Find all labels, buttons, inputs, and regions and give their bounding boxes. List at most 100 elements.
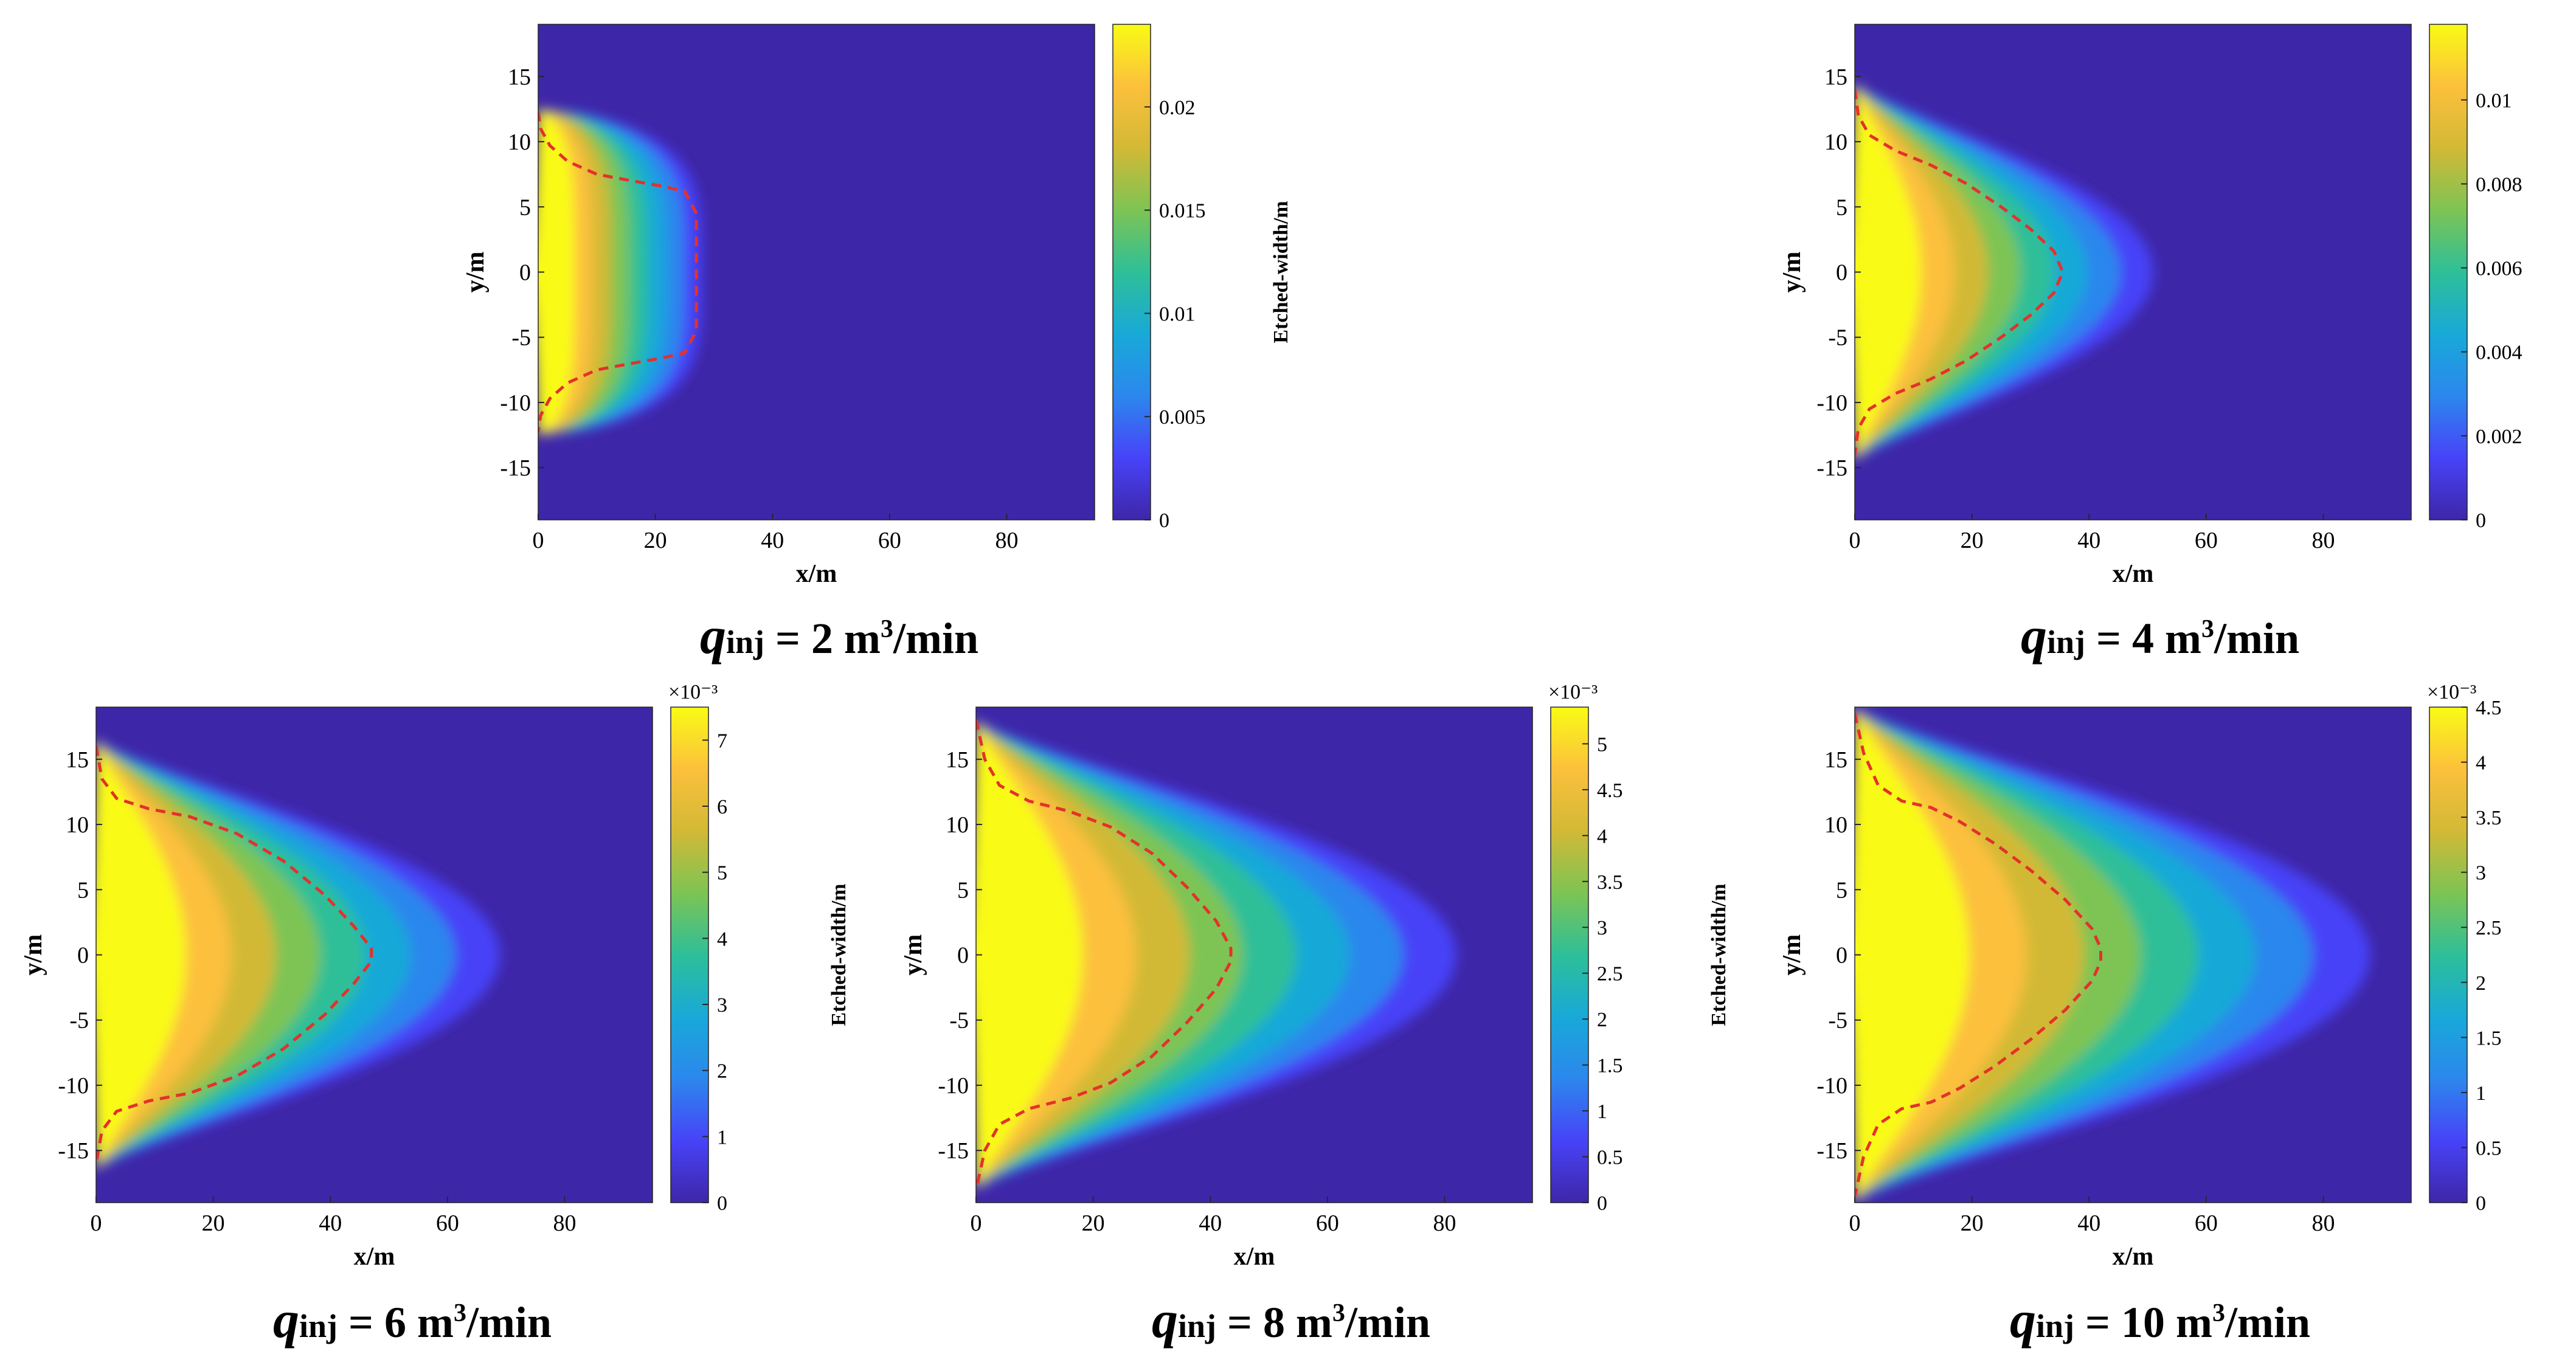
- colorbar-tick-label: 1: [717, 1126, 727, 1149]
- colorbar: [671, 707, 708, 1203]
- y-tick-label: -10: [1816, 1073, 1847, 1099]
- y-tick-label: -15: [1816, 1138, 1847, 1164]
- x-tick-label: 40: [761, 528, 784, 553]
- y-tick-label: 5: [1836, 877, 1847, 903]
- colorbar-tick-label: 0: [1159, 510, 1169, 532]
- colorbar-tick-label: 3: [717, 994, 727, 1017]
- y-tick-label: -15: [1816, 455, 1847, 481]
- colorbar-tick-label: 3: [1597, 917, 1607, 939]
- colorbar-tick-label: 3: [2476, 862, 2486, 885]
- x-axis-label: x/m: [354, 1243, 395, 1271]
- colorbar-label: Etched-width/m: [1708, 883, 1730, 1026]
- y-tick-label: 0: [77, 943, 89, 969]
- figure: 0 20 40 60 80-15-10-5051015x/my/m00.0050.010…: [0, 0, 2576, 1368]
- colorbar-tick-label: 0.5: [2476, 1137, 2502, 1159]
- colorbar-tick-label: 5: [1597, 733, 1607, 756]
- colorbar-exponent: ×10⁻³: [668, 681, 718, 703]
- caption-q8: qinj = 8 m3/min: [957, 1286, 1626, 1353]
- colorbar-tick-label: 0: [1597, 1192, 1607, 1215]
- caption-q2: qinj = 2 m3/min: [505, 602, 1174, 669]
- colorbar: [2429, 24, 2467, 520]
- colorbar-tick-label: 4: [1597, 825, 1607, 848]
- y-tick-label: 0: [519, 260, 531, 286]
- y-tick-label: 10: [946, 812, 969, 838]
- colorbar-tick-label: 2: [1597, 1009, 1607, 1031]
- colorbar-tick-label: 2.5: [1597, 963, 1623, 986]
- colorbar-tick-label: 1.5: [1597, 1055, 1623, 1077]
- y-tick-label: 10: [1824, 130, 1847, 155]
- y-tick-label: 15: [66, 747, 89, 773]
- x-tick-label: 40: [319, 1211, 342, 1236]
- y-tick-label: -10: [500, 390, 531, 416]
- colorbar-tick-label: 2.5: [2476, 917, 2502, 939]
- y-tick-label: -5: [1828, 1008, 1847, 1034]
- colorbar-tick-label: 1: [2476, 1082, 2486, 1105]
- x-tick-label: 80: [995, 528, 1019, 553]
- x-tick-label: 20: [1082, 1211, 1105, 1236]
- colorbar-tick-label: 0.01: [2476, 89, 2512, 112]
- panel-q10: 0 20 40 60 80 -15 -10 -5 0 5 10 15 x/m y/m 0 0.5 1 1.5 2 2.…: [1778, 681, 2576, 1271]
- x-tick-label: 20: [1961, 1211, 1984, 1236]
- x-tick-label: 80: [2312, 528, 2335, 553]
- y-tick-label: 10: [66, 812, 89, 838]
- y-tick-label: 0: [957, 943, 969, 969]
- y-tick-label: -10: [1816, 390, 1847, 416]
- x-tick-label: 40: [1199, 1211, 1222, 1236]
- panel-q8: 0 20 40 60 80 -15 -10 -5 0 5 10 15 x/m y/m 0 0.5 1 1.5 2 2.…: [899, 681, 1730, 1271]
- colorbar: [2429, 707, 2467, 1203]
- x-axis-label: x/m: [796, 560, 837, 588]
- x-axis-label: x/m: [2113, 1243, 2154, 1271]
- colorbar-tick-label: 0: [2476, 510, 2486, 532]
- colorbar-tick-label: 0.006: [2476, 258, 2522, 280]
- x-tick-label: 40: [2077, 528, 2100, 553]
- caption-q4: qinj = 4 m3/min: [1826, 602, 2495, 669]
- y-tick-label: 15: [508, 64, 531, 90]
- colorbar-tick-label: 6: [717, 796, 727, 818]
- colorbar-tick-label: 0.002: [2476, 426, 2522, 448]
- x-tick-label: 20: [202, 1211, 225, 1236]
- y-tick-label: -5: [1828, 325, 1847, 351]
- colorbar-tick-label: 0: [717, 1192, 727, 1215]
- colorbar-label: Etched-width/m: [828, 883, 850, 1026]
- panel-q6: 0 20 40 60 80-15-10-5051015x/my/m01234567×10…: [19, 681, 850, 1271]
- colorbar-tick-label: 0: [2476, 1192, 2486, 1215]
- x-tick-label: 0: [91, 1211, 102, 1236]
- colorbar-tick-label: 0.5: [1597, 1147, 1623, 1169]
- x-tick-label: 40: [2077, 1211, 2100, 1236]
- colorbar-exponent: ×10⁻³: [1548, 681, 1598, 703]
- y-tick-label: 10: [1824, 812, 1847, 838]
- y-tick-label: 15: [1824, 747, 1847, 773]
- y-tick-label: 5: [77, 877, 89, 903]
- caption-q6: qinj = 6 m3/min: [78, 1286, 747, 1353]
- y-tick-label: 0: [1836, 943, 1847, 969]
- colorbar-tick-label: 2: [2476, 972, 2486, 995]
- x-axis-label: x/m: [2113, 560, 2154, 588]
- colorbar-tick-label: 0.01: [1159, 303, 1196, 325]
- x-tick-label: 60: [1316, 1211, 1339, 1236]
- y-axis-label: y/m: [1778, 934, 1806, 976]
- y-tick-label: 15: [1824, 64, 1847, 90]
- colorbar-tick-label: 3.5: [2476, 807, 2502, 829]
- colorbar-tick-label: 0.015: [1159, 200, 1206, 223]
- colorbar-tick-label: 3.5: [1597, 871, 1623, 894]
- colorbar-tick-label: 0.005: [1159, 406, 1206, 429]
- colorbar-exponent: ×10⁻³: [2427, 681, 2476, 703]
- y-tick-label: 15: [946, 747, 969, 773]
- colorbar-tick-label: 0.008: [2476, 173, 2522, 196]
- colorbar: [1551, 707, 1588, 1203]
- y-axis-label: y/m: [19, 934, 47, 976]
- x-tick-label: 60: [436, 1211, 459, 1236]
- colorbar-tick-label: 7: [717, 730, 727, 752]
- y-tick-label: -15: [58, 1138, 89, 1164]
- colorbar-tick-label: 1: [1597, 1100, 1607, 1123]
- y-tick-label: -5: [511, 325, 531, 351]
- y-tick-label: -5: [69, 1008, 89, 1034]
- y-tick-label: -15: [938, 1138, 969, 1164]
- caption-q10: qinj = 10 m3/min: [1826, 1286, 2495, 1353]
- x-tick-label: 60: [2195, 528, 2218, 553]
- panel-q2: 0 20 40 60 80 -15 -10 -5 0 5 10 15 x/m y/m 0 0.005 0.01 0…: [462, 24, 1292, 588]
- x-tick-label: 0: [1849, 528, 1861, 553]
- y-tick-label: 10: [508, 130, 531, 155]
- x-tick-label: 20: [644, 528, 667, 553]
- y-tick-label: 0: [1836, 260, 1847, 286]
